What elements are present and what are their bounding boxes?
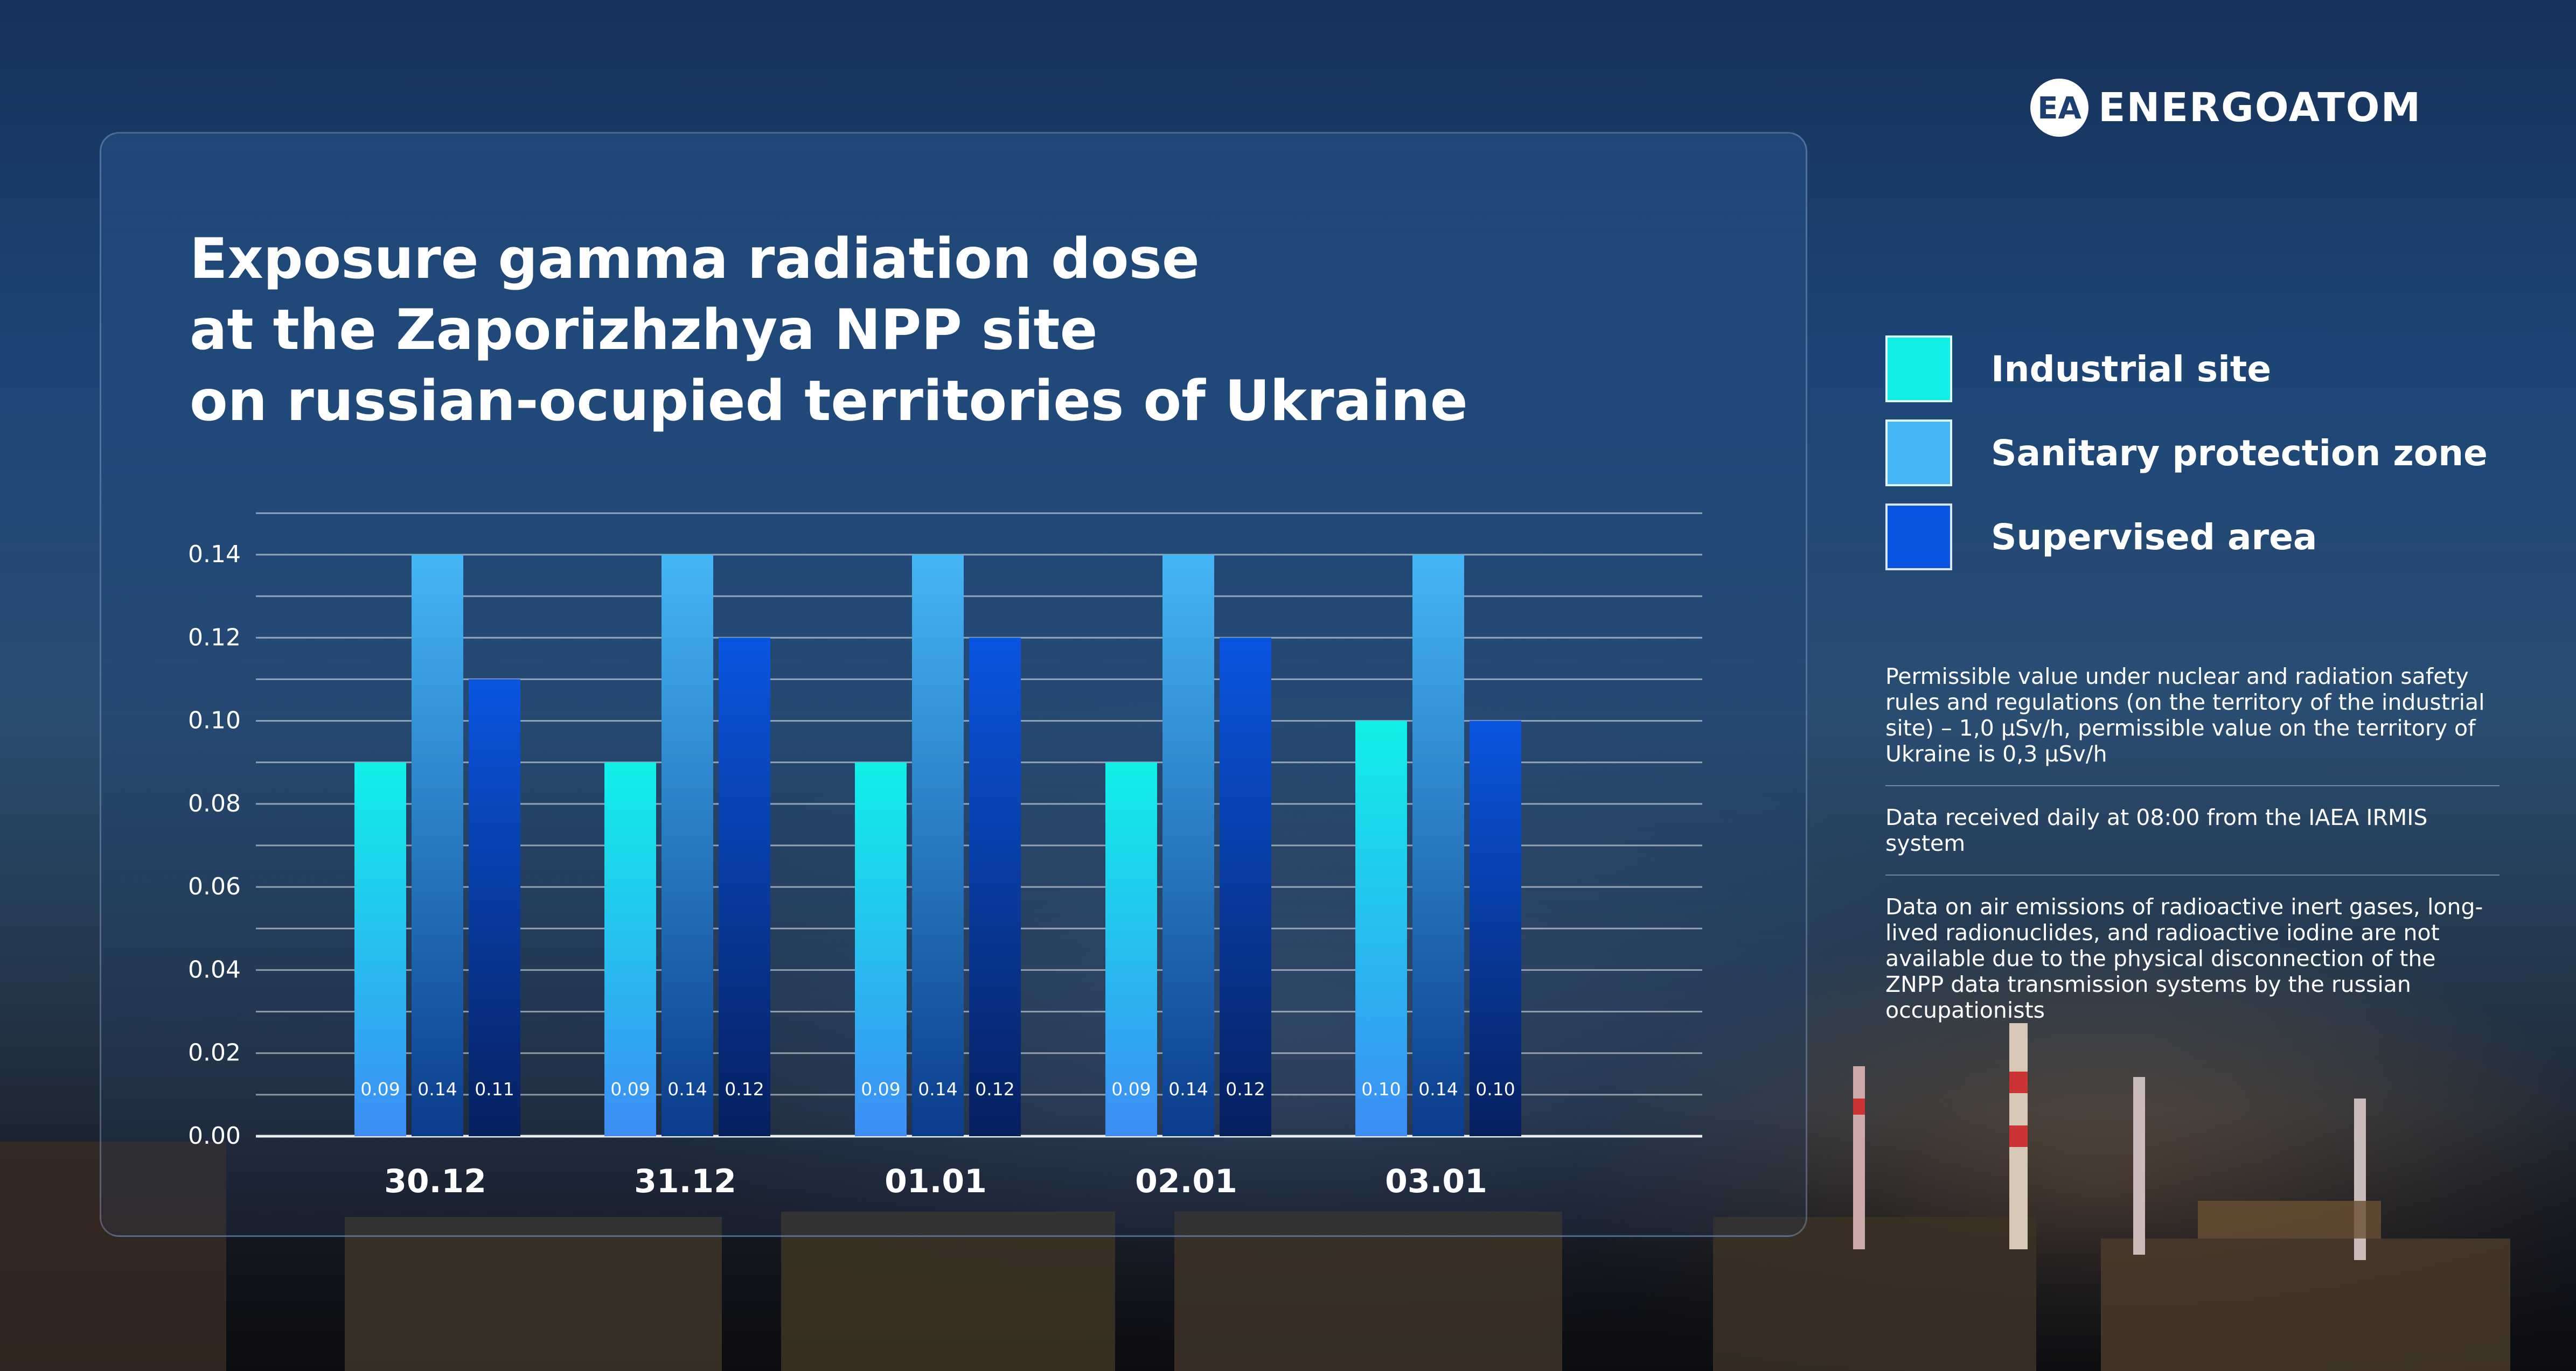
energoatom-logo-icon: EA xyxy=(2030,79,2088,137)
y-tick-label: 0.10 xyxy=(188,707,241,735)
bar xyxy=(469,679,520,1136)
bar xyxy=(1412,555,1464,1136)
bar-value-label: 0.14 xyxy=(1168,1079,1208,1100)
bar xyxy=(855,762,907,1136)
bar-value-label: 0.12 xyxy=(1226,1079,1265,1100)
legend-item: Supervised area xyxy=(1885,502,2488,572)
y-tick-label: 0.06 xyxy=(188,873,241,900)
legend-label: Industrial site xyxy=(1991,348,2272,390)
y-tick-label: 0.02 xyxy=(188,1039,241,1067)
bar xyxy=(912,555,964,1136)
bar xyxy=(412,555,463,1136)
y-tick-label: 0.00 xyxy=(188,1122,241,1150)
bar xyxy=(1105,762,1157,1136)
bar xyxy=(1162,555,1214,1136)
bar-value-label: 0.09 xyxy=(861,1079,900,1100)
bar xyxy=(1220,638,1271,1136)
bar-value-label: 0.12 xyxy=(725,1079,764,1100)
title-line: at the Zaporizhzhya NPP site xyxy=(190,298,1098,362)
bar-value-label: 0.14 xyxy=(1418,1079,1458,1100)
legend-label: Supervised area xyxy=(1991,516,2317,558)
x-category-label: 31.12 xyxy=(634,1163,736,1200)
bar xyxy=(1355,721,1407,1136)
x-category-label: 02.01 xyxy=(1135,1163,1237,1200)
notes-panel: Permissible value under nuclear and radi… xyxy=(1885,663,2500,1060)
y-tick-label: 0.08 xyxy=(188,790,241,817)
bar-value-label: 0.10 xyxy=(1475,1079,1515,1100)
y-tick-label: 0.14 xyxy=(188,541,241,568)
bar-value-label: 0.09 xyxy=(360,1079,400,1100)
bar-value-label: 0.14 xyxy=(918,1079,957,1100)
note-data-source: Data received daily at 08:00 from the IA… xyxy=(1885,805,2500,876)
y-tick-label: 0.04 xyxy=(188,956,241,983)
chart-title: Exposure gamma radiation dose at the Zap… xyxy=(190,223,1468,437)
bar-value-label: 0.11 xyxy=(475,1079,514,1100)
energoatom-brand: EA ENERGOATOM xyxy=(2028,70,2421,145)
note-air-emissions: Data on air emissions of radioactive ine… xyxy=(1885,894,2483,1023)
bar xyxy=(969,638,1021,1136)
bar xyxy=(662,555,713,1136)
x-category-label: 01.01 xyxy=(885,1163,987,1200)
legend-item: Industrial site xyxy=(1885,334,2488,404)
bar xyxy=(354,762,406,1136)
bar xyxy=(604,762,656,1136)
title-line: Exposure gamma radiation dose xyxy=(190,227,1200,291)
svg-text:EA: EA xyxy=(2037,91,2081,126)
title-line: on russian-ocupied territories of Ukrain… xyxy=(190,369,1468,433)
bar-value-label: 0.09 xyxy=(610,1079,650,1100)
legend-label: Sanitary protection zone xyxy=(1991,432,2488,474)
note-permissible-value: Permissible value under nuclear and radi… xyxy=(1885,663,2500,786)
legend-swatch-industrial-site xyxy=(1885,335,1952,402)
bar-value-label: 0.09 xyxy=(1111,1079,1151,1100)
x-category-label: 03.01 xyxy=(1385,1163,1487,1200)
bar-value-label: 0.10 xyxy=(1361,1079,1401,1100)
x-category-label: 30.12 xyxy=(384,1163,486,1200)
bar xyxy=(719,638,770,1136)
legend-item: Sanitary protection zone xyxy=(1885,418,2488,488)
bar-value-label: 0.12 xyxy=(975,1079,1014,1100)
bar xyxy=(1470,721,1521,1136)
y-tick-label: 0.12 xyxy=(188,624,241,651)
bar-value-label: 0.14 xyxy=(667,1079,707,1100)
brand-name: ENERGOATOM xyxy=(2098,85,2422,131)
bar-value-label: 0.14 xyxy=(417,1079,457,1100)
bar-chart: 0.00 0.02 0.04 0.06 0.08 0.10 0.12 0.14 0.09 0.14… xyxy=(188,512,1702,1200)
legend-swatch-supervised-area xyxy=(1885,503,1952,570)
legend-swatch-sanitary-protection-zone xyxy=(1885,419,1952,486)
chart-legend: Industrial site Sanitary protection zone… xyxy=(1885,334,2488,586)
